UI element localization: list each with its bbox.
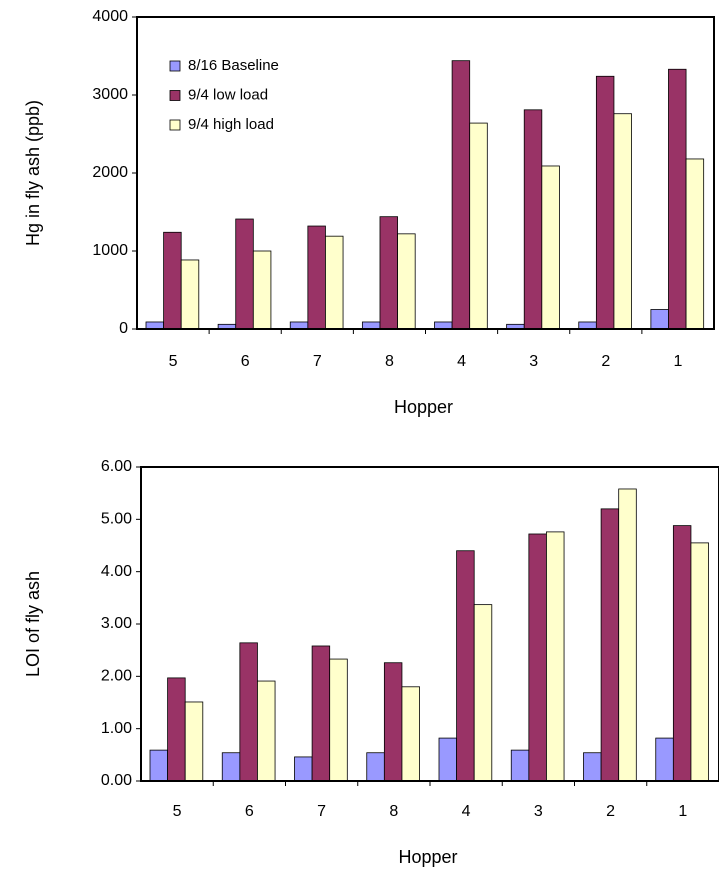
x-tick-label: 7: [313, 353, 322, 370]
bar: [690, 542, 709, 782]
bar: [438, 737, 458, 782]
legend-swatch: [169, 119, 181, 131]
x-tick-label: 6: [241, 353, 250, 370]
bar: [180, 259, 200, 330]
plot-frame: [140, 466, 719, 782]
bar: [528, 533, 547, 782]
bar: [401, 686, 420, 782]
bar: [541, 165, 560, 330]
x-tick-label: 8: [389, 803, 398, 820]
x-axis-title: Hopper: [394, 397, 453, 417]
x-tick-label: 7: [317, 803, 326, 820]
y-tick-label: 1000: [92, 242, 128, 259]
bar: [685, 158, 705, 330]
y-tick-label: 2000: [92, 164, 128, 181]
x-tick-label: 6: [245, 803, 254, 820]
bar: [149, 749, 169, 782]
y-tick-label: 3.00: [101, 615, 132, 632]
y-tick-label: 2.00: [101, 668, 132, 685]
legend-swatch: [169, 90, 181, 101]
bar: [163, 231, 182, 330]
x-tick-label: 4: [457, 353, 466, 370]
x-tick-label: 3: [534, 803, 543, 820]
x-axis-title: Hopper: [398, 847, 457, 867]
y-tick-label: 5.00: [101, 511, 132, 528]
bar: [397, 233, 416, 330]
bar: [307, 225, 326, 330]
x-tick-label: 4: [462, 803, 471, 820]
y-axis-title: Hg in fly ash (ppb): [23, 100, 43, 246]
bar: [618, 488, 637, 782]
bar: [546, 531, 565, 782]
bar: [583, 752, 602, 782]
x-tick-label: 3: [529, 353, 538, 370]
bar: [252, 250, 272, 330]
bar: [578, 321, 597, 330]
bar: [221, 752, 241, 782]
x-tick-label: 5: [169, 353, 178, 370]
y-axis-title: LOI of fly ash: [23, 571, 43, 677]
bar: [456, 550, 475, 782]
bar: [469, 122, 488, 330]
bar: [383, 662, 403, 782]
plot-frame: [136, 16, 715, 330]
x-tick-label: 5: [173, 803, 182, 820]
y-tick-label: 4.00: [101, 563, 132, 580]
bar: [600, 508, 620, 782]
bar: [294, 756, 313, 782]
x-tick-label: 2: [601, 353, 610, 370]
x-tick-label: 1: [678, 803, 687, 820]
bar: [167, 677, 186, 782]
y-tick-label: 1.00: [101, 720, 132, 737]
y-tick-label: 4000: [92, 8, 128, 25]
bar: [184, 701, 204, 782]
bar: [366, 752, 385, 782]
bar: [239, 642, 258, 782]
bar: [257, 680, 276, 782]
bar: [523, 109, 543, 330]
x-tick-label: 2: [606, 803, 615, 820]
x-tick-label: 1: [673, 353, 682, 370]
bar: [672, 525, 692, 782]
legend-swatch: [169, 60, 181, 72]
bar: [613, 113, 632, 330]
y-tick-label: 0: [119, 320, 128, 337]
bar: [650, 309, 669, 330]
bar: [145, 321, 165, 330]
y-tick-label: 3000: [92, 86, 128, 103]
y-tick-label: 0.00: [101, 772, 132, 789]
bar: [311, 645, 331, 782]
bar: [451, 60, 471, 330]
bar: [325, 235, 344, 330]
bar: [235, 218, 254, 330]
bar: [289, 321, 309, 330]
legend-label: 9/4 high load: [188, 116, 274, 133]
bar: [473, 604, 493, 782]
legend-label: 8/16 Baseline: [188, 57, 279, 74]
bar: [329, 658, 348, 782]
bar: [595, 75, 615, 330]
bar: [434, 321, 453, 330]
x-tick-label: 8: [385, 353, 394, 370]
legend-label: 9/4 low load: [188, 86, 268, 103]
y-tick-label: 6.00: [101, 458, 132, 475]
bar: [379, 216, 398, 330]
bar: [668, 68, 687, 330]
bar: [361, 321, 381, 330]
bar: [655, 737, 674, 782]
bar: [510, 749, 530, 782]
